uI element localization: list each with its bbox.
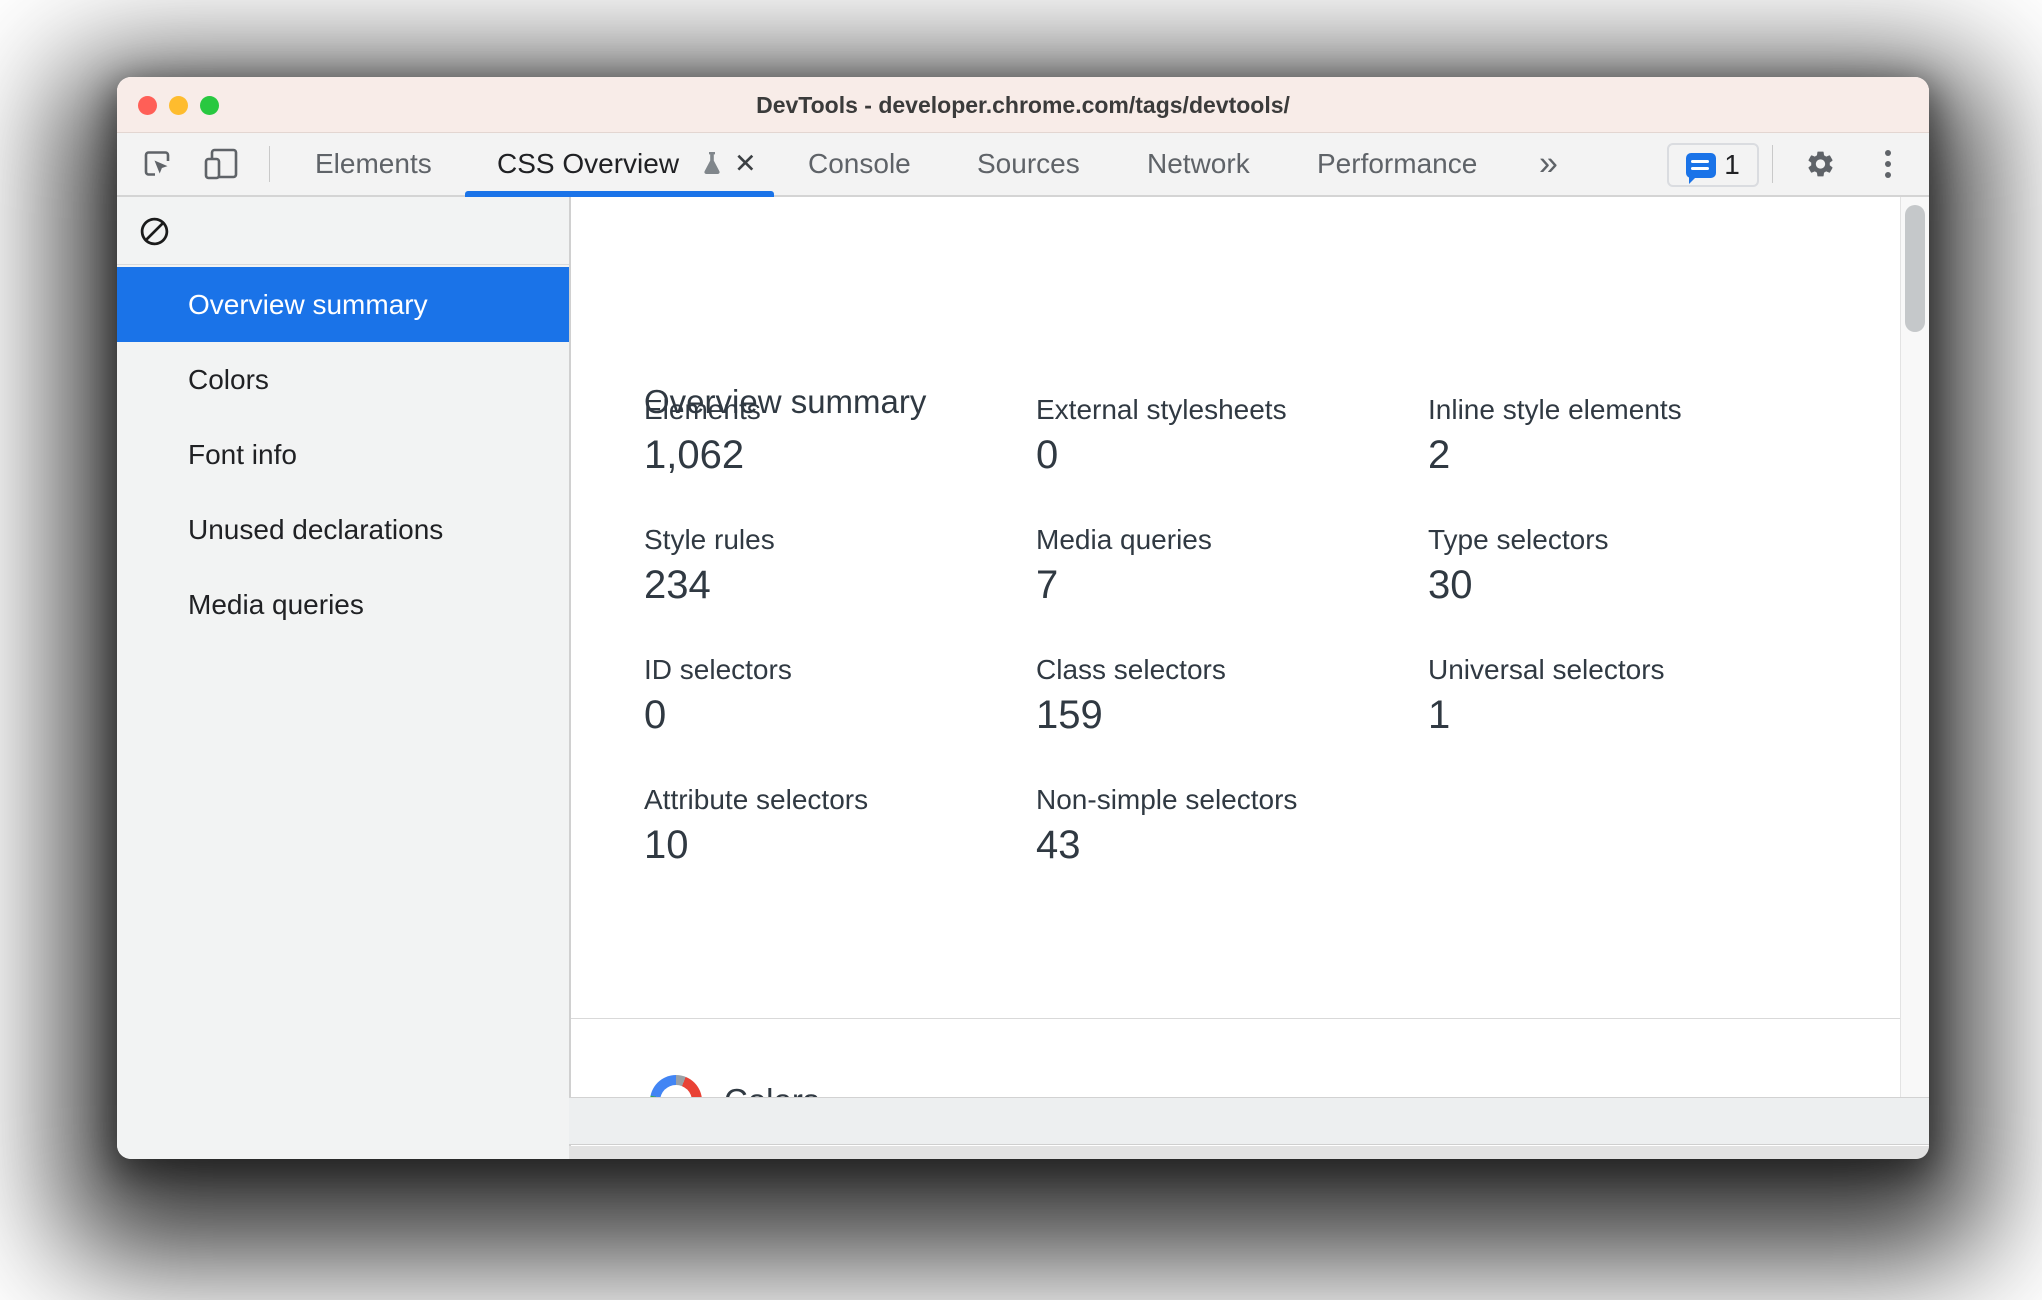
more-options-kebab-icon[interactable]: [1885, 150, 1891, 178]
tab-elements[interactable]: Elements: [315, 148, 432, 179]
stat-value: 10: [644, 823, 689, 867]
stat-value: 1: [1428, 693, 1451, 737]
stat-label: External stylesheets: [1036, 394, 1287, 425]
stat-label: Non-simple selectors: [1036, 784, 1298, 815]
title-bar: DevTools - developer.chrome.com/tags/dev…: [117, 77, 1929, 133]
sidebar-item-unused-declarations[interactable]: Unused declarations: [188, 514, 444, 545]
experiment-beaker-icon: [700, 151, 724, 177]
stat-type-selectors: Type selectors 30: [1428, 523, 1820, 608]
close-window-button[interactable]: [138, 96, 157, 115]
stat-value: 43: [1036, 823, 1081, 867]
sidebar-toolbar: [117, 197, 569, 265]
close-tab-icon[interactable]: ✕: [734, 148, 757, 179]
stat-label: Type selectors: [1428, 524, 1609, 555]
stat-attribute-selectors: Attribute selectors 10: [644, 783, 1036, 868]
inspect-element-icon[interactable]: [140, 147, 174, 181]
stat-label: Style rules: [644, 524, 775, 555]
devtools-window: DevTools - developer.chrome.com/tags/dev…: [117, 77, 1929, 1159]
summary-stats-grid: Elements 1,062 External stylesheets 0 In…: [644, 393, 1824, 868]
window-bottom-strip: [569, 1146, 1929, 1159]
sidebar-item-colors[interactable]: Colors: [188, 364, 269, 395]
stat-label: Inline style elements: [1428, 394, 1682, 425]
devtools-toolbar: Elements CSS Overview ✕ Console Sources …: [117, 133, 1929, 197]
sidebar-item-overview-summary[interactable]: Overview summary: [117, 267, 569, 342]
issues-count: 1: [1724, 149, 1740, 180]
tab-performance[interactable]: Performance: [1317, 148, 1478, 179]
stat-value: 0: [1036, 433, 1059, 477]
stat-label: Elements: [644, 394, 761, 425]
sidebar-item-media-queries[interactable]: Media queries: [188, 589, 364, 620]
more-tabs-chevron-icon[interactable]: »: [1539, 144, 1558, 183]
tab-css-overview[interactable]: CSS Overview: [497, 148, 680, 179]
stat-value: 30: [1428, 563, 1473, 607]
scrollbar-thumb[interactable]: [1905, 205, 1925, 332]
active-tab-underline: [465, 191, 774, 197]
css-overview-sidebar: Overview summary Colors Font info Unused…: [117, 197, 569, 1159]
zoom-window-button[interactable]: [200, 96, 219, 115]
stat-style-rules: Style rules 234: [644, 523, 1036, 608]
stat-class-selectors: Class selectors 159: [1036, 653, 1428, 738]
minimize-window-button[interactable]: [169, 96, 188, 115]
stat-value: 0: [644, 693, 667, 737]
stat-value: 159: [1036, 693, 1103, 737]
window-title: DevTools - developer.chrome.com/tags/dev…: [756, 92, 1290, 118]
stat-label: Universal selectors: [1428, 654, 1665, 685]
issues-counter-button[interactable]: 1: [1667, 143, 1759, 187]
section-divider: [571, 1018, 1900, 1019]
clear-overview-block-icon[interactable]: [138, 215, 171, 248]
tab-network[interactable]: Network: [1147, 148, 1250, 179]
stat-label: Attribute selectors: [644, 784, 869, 815]
stat-external-stylesheets: External stylesheets 0: [1036, 393, 1428, 478]
stat-label: Media queries: [1036, 524, 1212, 555]
toolbar-divider: [1772, 145, 1773, 183]
tab-console[interactable]: Console: [808, 148, 911, 179]
stat-universal-selectors: Universal selectors 1: [1428, 653, 1820, 738]
toolbar-divider: [269, 146, 270, 182]
stat-label: ID selectors: [644, 654, 792, 685]
settings-gear-icon[interactable]: [1805, 149, 1836, 180]
stat-empty-cell: [1428, 783, 1820, 868]
stat-value: 2: [1428, 433, 1451, 477]
stat-value: 1,062: [644, 433, 745, 477]
panel-heading: Overview summary: [644, 383, 927, 420]
stat-elements: Elements 1,062: [644, 393, 1036, 478]
tab-sources[interactable]: Sources: [977, 148, 1080, 179]
stat-value: 7: [1036, 563, 1059, 607]
device-toolbar-icon[interactable]: [202, 146, 240, 182]
vertical-scrollbar[interactable]: [1900, 197, 1929, 1097]
stat-inline-style-elements: Inline style elements 2: [1428, 393, 1820, 478]
overview-summary-panel: Overview summary Elements 1,062 External…: [569, 197, 1900, 1159]
stat-media-queries: Media queries 7: [1036, 523, 1428, 608]
stat-non-simple-selectors: Non-simple selectors 43: [1036, 783, 1428, 868]
issues-message-icon: [1686, 152, 1717, 184]
stat-id-selectors: ID selectors 0: [644, 653, 1036, 738]
stat-value: 234: [644, 563, 711, 607]
stat-label: Class selectors: [1036, 654, 1226, 685]
sidebar-item-font-info[interactable]: Font info: [188, 439, 297, 470]
panel-footer-band: [569, 1097, 1929, 1145]
